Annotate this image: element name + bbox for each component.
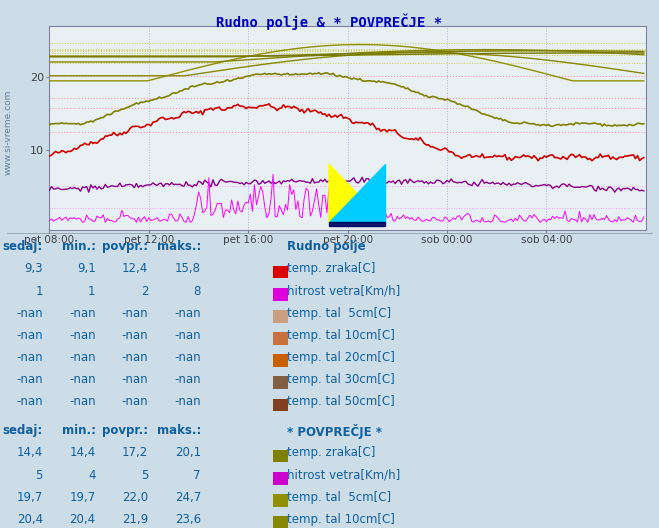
Text: 1: 1 <box>88 285 96 298</box>
Text: povpr.:: povpr.: <box>102 425 148 437</box>
Text: temp. tal  5cm[C]: temp. tal 5cm[C] <box>287 307 391 320</box>
Text: -nan: -nan <box>175 373 201 386</box>
Text: sedaj:: sedaj: <box>3 425 43 437</box>
Text: 23,6: 23,6 <box>175 513 201 526</box>
Text: 15,8: 15,8 <box>175 262 201 276</box>
Text: Rudno polje & * POVPREČJE *: Rudno polje & * POVPREČJE * <box>216 13 443 30</box>
Text: -nan: -nan <box>16 351 43 364</box>
Text: -nan: -nan <box>69 307 96 320</box>
Text: 14,4: 14,4 <box>69 447 96 459</box>
Text: 20,4: 20,4 <box>16 513 43 526</box>
Polygon shape <box>329 222 385 226</box>
Text: hitrost vetra[Km/h]: hitrost vetra[Km/h] <box>287 285 400 298</box>
Text: sedaj:: sedaj: <box>3 240 43 253</box>
Text: 21,9: 21,9 <box>122 513 148 526</box>
Text: hitrost vetra[Km/h]: hitrost vetra[Km/h] <box>287 469 400 482</box>
Text: -nan: -nan <box>69 329 96 342</box>
Text: 19,7: 19,7 <box>69 491 96 504</box>
Text: 4: 4 <box>88 469 96 482</box>
Text: -nan: -nan <box>175 307 201 320</box>
Text: 22,0: 22,0 <box>122 491 148 504</box>
Polygon shape <box>329 164 385 222</box>
Text: Rudno polje: Rudno polje <box>287 240 365 253</box>
Text: 8: 8 <box>194 285 201 298</box>
Text: -nan: -nan <box>16 373 43 386</box>
Text: temp. tal 20cm[C]: temp. tal 20cm[C] <box>287 351 395 364</box>
Text: 7: 7 <box>194 469 201 482</box>
Text: 2: 2 <box>141 285 148 298</box>
Text: 9,3: 9,3 <box>24 262 43 276</box>
Text: -nan: -nan <box>122 329 148 342</box>
Text: 5: 5 <box>141 469 148 482</box>
Text: maks.:: maks.: <box>157 425 201 437</box>
Text: maks.:: maks.: <box>157 240 201 253</box>
Text: min.:: min.: <box>61 240 96 253</box>
Text: min.:: min.: <box>61 425 96 437</box>
Text: 1: 1 <box>36 285 43 298</box>
Text: -nan: -nan <box>69 395 96 409</box>
Text: -nan: -nan <box>175 351 201 364</box>
Text: temp. tal  5cm[C]: temp. tal 5cm[C] <box>287 491 391 504</box>
Text: temp. tal 30cm[C]: temp. tal 30cm[C] <box>287 373 395 386</box>
Text: -nan: -nan <box>122 307 148 320</box>
Text: temp. tal 10cm[C]: temp. tal 10cm[C] <box>287 513 395 526</box>
Polygon shape <box>329 164 385 222</box>
Text: 5: 5 <box>36 469 43 482</box>
Text: 17,2: 17,2 <box>122 447 148 459</box>
Text: temp. zraka[C]: temp. zraka[C] <box>287 262 375 276</box>
Text: temp. zraka[C]: temp. zraka[C] <box>287 447 375 459</box>
Text: 12,4: 12,4 <box>122 262 148 276</box>
Text: www.si-vreme.com: www.si-vreme.com <box>3 89 13 175</box>
Text: 14,4: 14,4 <box>16 447 43 459</box>
Text: -nan: -nan <box>16 307 43 320</box>
Text: -nan: -nan <box>175 329 201 342</box>
Text: -nan: -nan <box>122 395 148 409</box>
Text: -nan: -nan <box>16 329 43 342</box>
Text: -nan: -nan <box>122 351 148 364</box>
Text: 19,7: 19,7 <box>16 491 43 504</box>
Text: 20,4: 20,4 <box>69 513 96 526</box>
Text: * POVPREČJE *: * POVPREČJE * <box>287 425 382 439</box>
Text: -nan: -nan <box>16 395 43 409</box>
Text: -nan: -nan <box>122 373 148 386</box>
Text: -nan: -nan <box>69 351 96 364</box>
Text: temp. tal 50cm[C]: temp. tal 50cm[C] <box>287 395 395 409</box>
Text: povpr.:: povpr.: <box>102 240 148 253</box>
Text: temp. tal 10cm[C]: temp. tal 10cm[C] <box>287 329 395 342</box>
Text: 9,1: 9,1 <box>77 262 96 276</box>
Text: 20,1: 20,1 <box>175 447 201 459</box>
Text: -nan: -nan <box>175 395 201 409</box>
Text: 24,7: 24,7 <box>175 491 201 504</box>
Text: -nan: -nan <box>69 373 96 386</box>
